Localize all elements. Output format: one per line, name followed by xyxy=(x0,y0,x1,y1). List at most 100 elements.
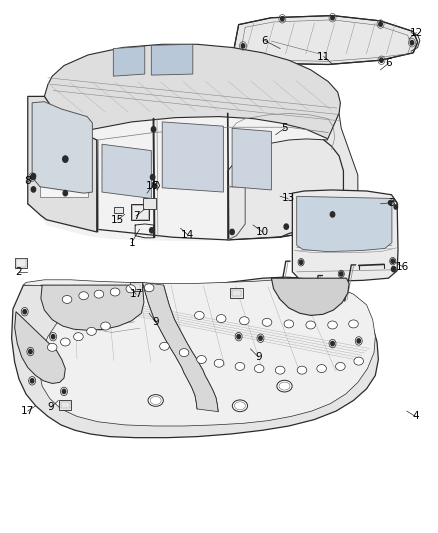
Ellipse shape xyxy=(254,365,264,373)
Text: 6: 6 xyxy=(261,36,268,45)
Circle shape xyxy=(62,389,66,393)
Text: 9: 9 xyxy=(152,317,159,327)
Text: 15: 15 xyxy=(111,215,124,225)
Text: 14: 14 xyxy=(181,230,194,240)
Ellipse shape xyxy=(328,321,337,329)
Ellipse shape xyxy=(159,342,169,350)
Circle shape xyxy=(31,173,35,179)
Circle shape xyxy=(63,156,68,163)
Text: 17: 17 xyxy=(21,406,35,416)
Circle shape xyxy=(410,41,414,45)
Ellipse shape xyxy=(47,343,57,351)
Ellipse shape xyxy=(284,320,293,328)
Ellipse shape xyxy=(148,394,163,406)
Polygon shape xyxy=(151,44,193,75)
Text: 7: 7 xyxy=(133,211,139,221)
Ellipse shape xyxy=(349,320,358,328)
Circle shape xyxy=(30,175,34,179)
Bar xyxy=(132,205,148,219)
Text: 6: 6 xyxy=(385,59,392,68)
Ellipse shape xyxy=(101,322,110,330)
Circle shape xyxy=(379,22,382,26)
Ellipse shape xyxy=(232,400,247,411)
Text: 2: 2 xyxy=(16,267,22,277)
Ellipse shape xyxy=(317,365,326,373)
Polygon shape xyxy=(28,96,97,232)
Circle shape xyxy=(28,350,32,354)
Circle shape xyxy=(391,259,395,263)
Polygon shape xyxy=(272,278,349,316)
Ellipse shape xyxy=(74,333,83,341)
Circle shape xyxy=(51,335,55,339)
Circle shape xyxy=(380,58,383,62)
Ellipse shape xyxy=(194,311,204,319)
Polygon shape xyxy=(44,44,340,139)
Ellipse shape xyxy=(216,314,226,322)
Text: 18: 18 xyxy=(146,181,159,191)
Text: 16: 16 xyxy=(396,262,409,271)
Polygon shape xyxy=(143,282,218,411)
Ellipse shape xyxy=(94,290,104,298)
Circle shape xyxy=(241,44,245,48)
Polygon shape xyxy=(297,196,392,252)
Text: 8: 8 xyxy=(25,176,31,187)
Bar xyxy=(14,258,27,268)
Ellipse shape xyxy=(126,285,136,293)
Text: 12: 12 xyxy=(410,28,423,38)
Circle shape xyxy=(331,15,334,20)
Text: 13: 13 xyxy=(281,193,295,204)
Polygon shape xyxy=(234,15,418,64)
Bar xyxy=(132,284,141,290)
Ellipse shape xyxy=(297,366,307,374)
Ellipse shape xyxy=(79,292,88,300)
Circle shape xyxy=(392,266,396,272)
Circle shape xyxy=(150,174,155,180)
Ellipse shape xyxy=(145,284,154,292)
Polygon shape xyxy=(232,128,272,190)
Bar xyxy=(143,198,156,209)
Ellipse shape xyxy=(262,318,272,326)
Bar xyxy=(40,181,88,197)
Circle shape xyxy=(259,336,262,341)
Circle shape xyxy=(151,127,155,132)
Circle shape xyxy=(281,17,284,21)
Circle shape xyxy=(299,260,303,264)
Text: 9: 9 xyxy=(255,352,261,362)
Circle shape xyxy=(394,205,398,209)
Text: 5: 5 xyxy=(281,123,288,133)
Polygon shape xyxy=(12,277,378,438)
Text: 11: 11 xyxy=(317,52,330,61)
Polygon shape xyxy=(32,102,92,193)
Ellipse shape xyxy=(60,338,70,346)
Ellipse shape xyxy=(235,362,245,370)
Circle shape xyxy=(230,229,234,235)
Ellipse shape xyxy=(277,380,292,392)
Text: 4: 4 xyxy=(412,411,419,422)
Circle shape xyxy=(237,335,240,339)
Polygon shape xyxy=(41,285,144,330)
Ellipse shape xyxy=(62,295,72,303)
Ellipse shape xyxy=(197,356,206,364)
Circle shape xyxy=(284,224,288,229)
Bar xyxy=(230,288,243,298)
Ellipse shape xyxy=(276,366,285,374)
Circle shape xyxy=(330,212,335,217)
Circle shape xyxy=(331,342,334,346)
Ellipse shape xyxy=(110,288,120,296)
Circle shape xyxy=(30,378,34,383)
Circle shape xyxy=(152,183,156,188)
Polygon shape xyxy=(23,280,375,426)
Bar xyxy=(114,207,123,213)
Polygon shape xyxy=(28,95,359,241)
Ellipse shape xyxy=(214,359,224,367)
Bar xyxy=(61,401,70,408)
Polygon shape xyxy=(292,190,398,281)
Text: 1: 1 xyxy=(128,238,135,247)
Ellipse shape xyxy=(306,321,315,329)
Bar xyxy=(131,204,149,220)
Polygon shape xyxy=(228,114,358,240)
Circle shape xyxy=(389,200,392,205)
Bar xyxy=(232,290,241,296)
Circle shape xyxy=(31,187,35,192)
Ellipse shape xyxy=(354,357,364,365)
